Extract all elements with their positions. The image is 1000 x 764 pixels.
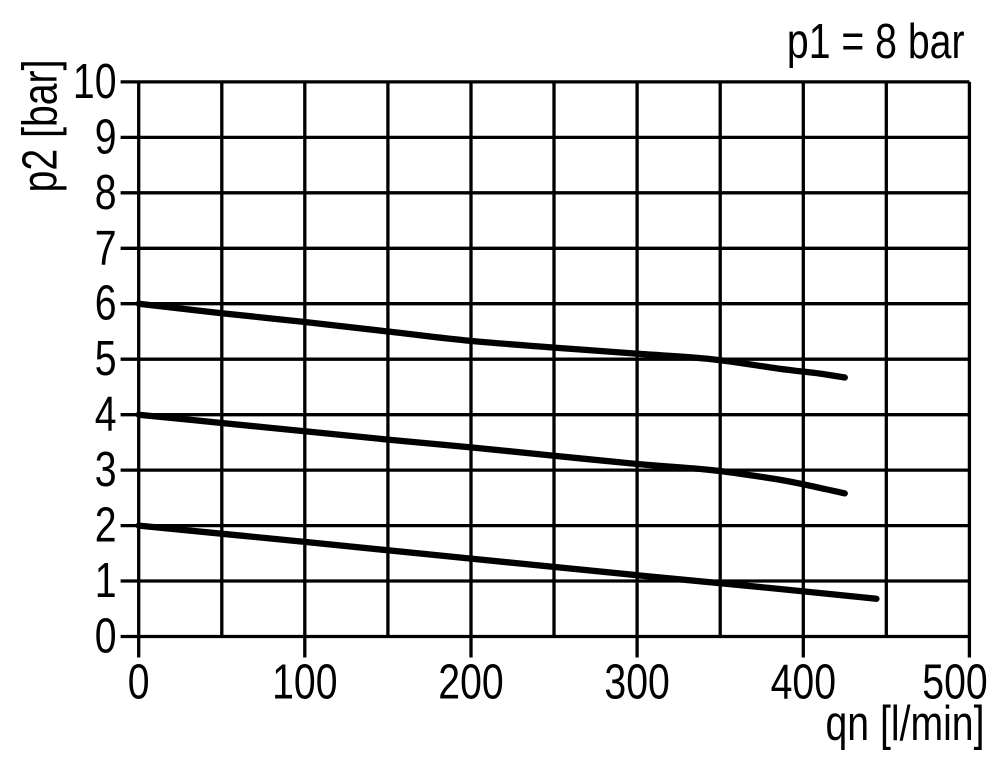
svg-text:p1 = 8 bar: p1 = 8 bar — [787, 15, 965, 69]
svg-text:100: 100 — [272, 655, 337, 709]
svg-text:6: 6 — [95, 277, 117, 331]
svg-text:0: 0 — [95, 609, 117, 663]
svg-text:1: 1 — [95, 554, 117, 608]
svg-text:p2 [bar]: p2 [bar] — [13, 59, 67, 192]
svg-text:400: 400 — [771, 655, 836, 709]
svg-text:4: 4 — [95, 388, 117, 442]
svg-text:0: 0 — [128, 655, 150, 709]
svg-text:200: 200 — [438, 655, 503, 709]
svg-text:500: 500 — [922, 655, 987, 709]
svg-text:5: 5 — [95, 332, 117, 386]
svg-text:7: 7 — [95, 221, 117, 275]
svg-text:8: 8 — [95, 166, 117, 220]
svg-text:10: 10 — [73, 55, 117, 109]
svg-text:3: 3 — [95, 443, 117, 497]
svg-text:300: 300 — [604, 655, 669, 709]
svg-text:9: 9 — [95, 110, 117, 164]
svg-text:qn [l/min]: qn [l/min] — [825, 697, 984, 751]
svg-text:2: 2 — [95, 499, 117, 553]
